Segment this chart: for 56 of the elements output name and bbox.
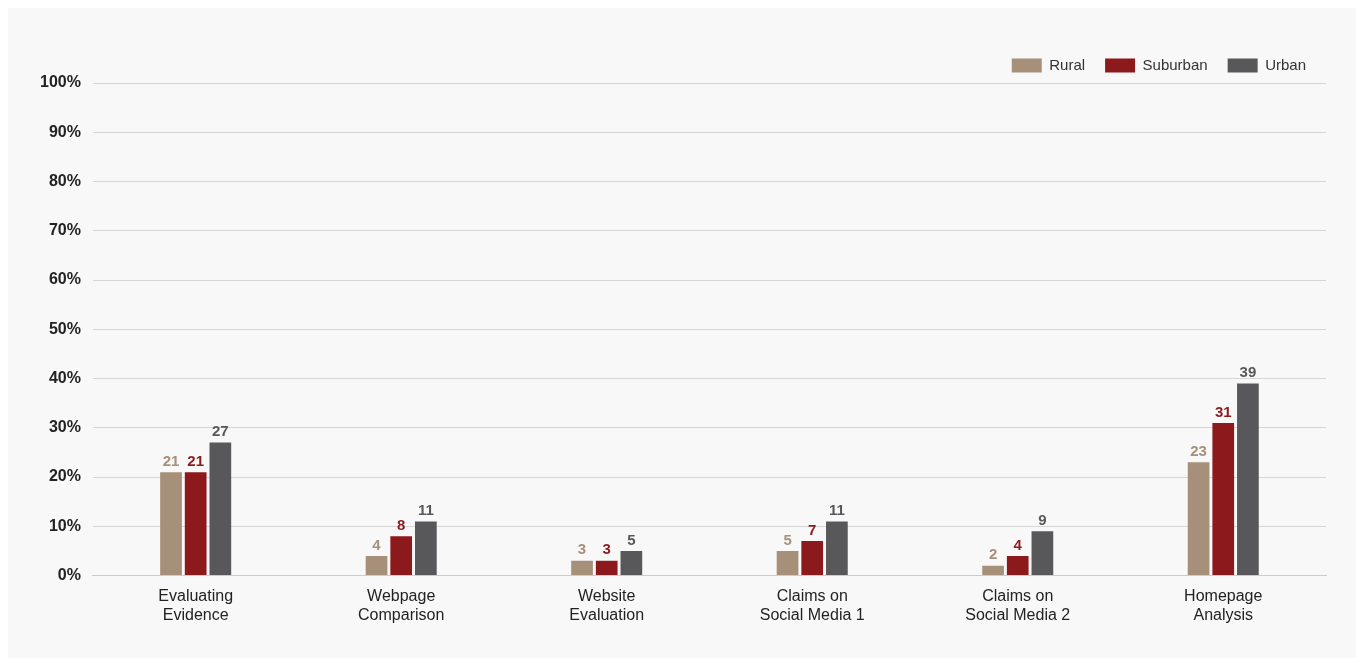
data-label: 4 <box>1013 535 1023 553</box>
bar <box>826 521 848 576</box>
y-tick-label: 20% <box>48 467 81 485</box>
bar <box>184 472 207 576</box>
x-tick-label: Evaluating Evidence <box>158 586 234 623</box>
bar <box>620 550 643 576</box>
x-tick-label: Webpage Comparison <box>358 586 445 623</box>
data-label: 5 <box>627 530 636 548</box>
legend-label: Rural <box>1049 55 1086 73</box>
bar <box>1031 531 1054 576</box>
data-label: 31 <box>1214 402 1232 420</box>
bar <box>801 541 824 576</box>
data-label: 8 <box>397 515 406 533</box>
y-tick-label: 90% <box>48 122 81 140</box>
legend-label: Urban <box>1265 55 1306 73</box>
bar <box>1187 462 1210 576</box>
bar <box>1006 555 1029 576</box>
x-tick-label: Homepage Analysis <box>1184 586 1263 623</box>
data-label: 2 <box>988 545 998 563</box>
bar <box>776 550 799 576</box>
y-tick-label: 100% <box>40 73 81 91</box>
data-label: 23 <box>1190 441 1207 459</box>
bar <box>415 521 437 576</box>
bar <box>595 560 618 576</box>
x-tick-label: Website Evaluation <box>569 586 645 623</box>
data-label: 5 <box>783 530 792 548</box>
data-label: 3 <box>602 540 611 558</box>
bar <box>390 536 413 576</box>
data-label: 11 <box>417 501 434 519</box>
y-tick-label: 0% <box>57 566 81 584</box>
data-label: 39 <box>1239 363 1257 381</box>
y-tick-label: 60% <box>48 270 81 288</box>
x-tick-label: Claims on Social Media 1 <box>759 586 865 623</box>
data-label: 4 <box>372 535 382 553</box>
bar <box>1237 383 1259 576</box>
y-tick-label: 30% <box>48 418 81 436</box>
bar <box>209 442 232 576</box>
data-label: 7 <box>808 520 817 538</box>
y-tick-label: 70% <box>48 221 81 239</box>
legend-label: Suburban <box>1142 55 1208 73</box>
bar <box>1212 422 1235 576</box>
bar <box>571 560 593 576</box>
data-label: 9 <box>1038 510 1047 528</box>
data-label: 27 <box>212 422 229 440</box>
data-label: 11 <box>828 501 845 519</box>
data-label: 3 <box>577 540 587 558</box>
data-label: 21 <box>187 451 205 469</box>
bar <box>982 565 1004 576</box>
bar <box>365 555 388 576</box>
y-tick-label: 40% <box>48 368 81 386</box>
y-tick-label: 50% <box>48 319 81 337</box>
x-tick-label: Claims on Social Media 2 <box>965 586 1071 623</box>
y-tick-label: 80% <box>48 171 81 189</box>
bar <box>160 472 182 576</box>
y-tick-label: 10% <box>48 516 81 534</box>
data-label: 21 <box>162 451 180 469</box>
